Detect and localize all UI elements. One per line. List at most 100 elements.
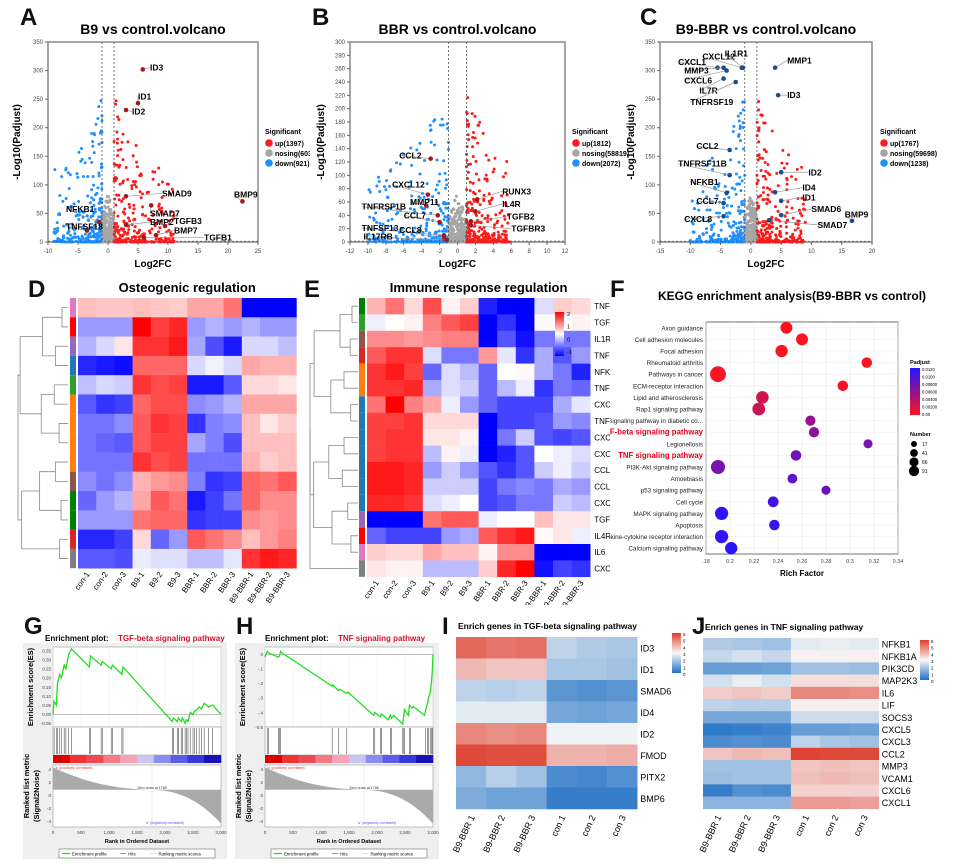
data-point — [448, 236, 452, 240]
heatmap-cell — [497, 298, 517, 315]
x-tick-label: 20 — [869, 249, 876, 255]
data-point — [60, 175, 64, 179]
row-group-bar — [359, 363, 365, 380]
heatmap-cell — [497, 478, 517, 496]
heatmap-cell — [278, 336, 297, 357]
data-point — [54, 231, 58, 235]
row-label: NFKB1 — [882, 640, 911, 650]
gsea-plot-tgf: Enrichment plot: TGF-beta signaling pathw… — [22, 634, 227, 863]
heatmap-cell — [486, 787, 517, 810]
row-label: IL6 — [594, 548, 606, 557]
data-point — [785, 231, 789, 235]
heatmap-cell — [187, 433, 206, 453]
data-point — [736, 114, 740, 118]
gene-label: BMP7 — [174, 226, 198, 236]
data-point — [780, 161, 784, 165]
gene-label: ID4 — [802, 183, 816, 193]
heatmap-cell — [132, 433, 152, 453]
data-point — [437, 191, 441, 195]
positive-metric-area — [265, 767, 365, 790]
row-group-bar — [359, 412, 365, 430]
heatmap-cell — [732, 772, 762, 785]
gene-label: TGFB2 — [507, 212, 535, 222]
data-point — [466, 221, 470, 225]
data-point — [115, 163, 119, 167]
heatmap-cell — [571, 347, 591, 364]
data-point — [429, 140, 433, 144]
data-point — [53, 168, 57, 172]
dendrogram-branch — [59, 538, 68, 559]
data-point — [169, 210, 173, 214]
data-point — [117, 198, 121, 202]
heatmap-cell — [441, 544, 461, 561]
data-point — [785, 178, 789, 182]
data-point — [98, 197, 102, 201]
heatmap-cell — [497, 330, 517, 348]
column-label: BBR-2 — [198, 570, 219, 595]
data-point — [768, 200, 772, 204]
heatmap-cell — [223, 452, 243, 472]
heatmap-cell — [576, 723, 608, 745]
data-point — [158, 226, 162, 230]
data-point — [86, 235, 90, 239]
heatmap-cell — [367, 347, 386, 364]
row-group-bar — [70, 433, 76, 453]
row-label: CXCL6 — [882, 786, 911, 796]
heatmap-cell — [441, 478, 461, 496]
rank-color-band — [187, 755, 205, 763]
data-point — [782, 166, 786, 170]
heatmap-cell — [367, 330, 386, 348]
heatmap-cell — [703, 662, 733, 675]
column-label: BBR-1 — [472, 578, 493, 603]
data-point — [412, 234, 416, 238]
heatmap-cell — [441, 511, 461, 528]
heatmap-cell — [516, 744, 547, 767]
heatmap-cell — [132, 375, 152, 395]
data-point — [126, 216, 130, 220]
data-point — [768, 235, 772, 239]
column-label: con-3 — [399, 578, 418, 600]
heatmap-cell — [456, 637, 487, 659]
heatmap-cell — [223, 548, 243, 569]
heatmap-cell — [460, 445, 479, 463]
data-point — [466, 133, 470, 137]
heatmap-cell — [404, 330, 424, 348]
y-tick-label: 120 — [335, 160, 346, 166]
data-point — [506, 213, 510, 217]
data-point — [500, 194, 504, 198]
data-point — [104, 231, 108, 235]
pathway-label: ECM-receptor interaction — [633, 383, 703, 390]
heatmap-cell — [497, 412, 517, 430]
data-point — [446, 206, 450, 210]
enrichment-dot — [808, 427, 820, 438]
heatmap-cell — [790, 760, 821, 773]
data-point — [454, 194, 458, 198]
heatmap-cell — [849, 711, 880, 724]
data-point — [752, 226, 756, 230]
data-point — [438, 123, 442, 127]
data-point — [449, 233, 453, 237]
heatmap-cell — [732, 650, 762, 663]
highlighted-point — [775, 92, 781, 98]
heatmap-cell — [223, 298, 243, 318]
x-tick-label: 0.24 — [773, 559, 784, 565]
data-point — [61, 199, 65, 203]
dendrogram-branch — [42, 316, 62, 357]
heatmap-cell — [169, 452, 188, 472]
data-point — [706, 219, 710, 223]
data-point — [719, 220, 723, 224]
highlighted-point — [473, 209, 478, 214]
y-tick-label: 0 — [342, 240, 346, 246]
data-point — [756, 158, 760, 162]
data-point — [749, 208, 753, 212]
x-tick-label: 0 — [264, 830, 267, 835]
heatmap-cell — [150, 510, 170, 530]
heatmap-cell — [114, 510, 133, 530]
heatmap-cell — [260, 529, 279, 550]
data-point — [121, 132, 125, 136]
data-point — [803, 220, 807, 224]
heatmap-cell — [132, 529, 152, 550]
data-point — [746, 221, 750, 225]
x-tick-label: 15 — [195, 249, 202, 255]
heatmap-cell — [385, 478, 405, 496]
